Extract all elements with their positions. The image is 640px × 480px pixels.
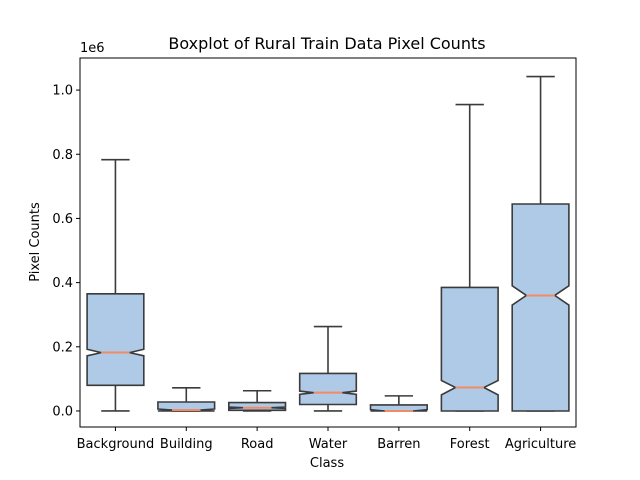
box-barren — [369, 395, 429, 412]
x-tick-label: Building — [160, 437, 213, 452]
x-tick-label: Road — [241, 437, 274, 452]
box-background — [86, 158, 145, 412]
box-body — [157, 401, 216, 412]
y-tick-label: 1.0 — [52, 84, 73, 99]
box-water — [298, 325, 358, 412]
box-body — [440, 286, 499, 412]
box-agriculture — [511, 75, 570, 412]
x-axis-label: Class — [310, 456, 344, 471]
x-tick-label: Background — [77, 437, 155, 452]
y-offset-label: 1e6 — [80, 41, 105, 56]
box-body — [86, 292, 145, 387]
y-axis-label: Pixel Counts — [28, 202, 43, 282]
y-tick-label: 0.4 — [52, 276, 73, 291]
x-tick-label: Barren — [377, 437, 420, 452]
y-tick-label: 0.6 — [52, 212, 73, 227]
y-tick-label: 0.8 — [52, 148, 73, 163]
axes: 0.0 0.2 0.4 0.6 0.8 1.0 Background Building Road… — [52, 84, 576, 452]
box-body — [511, 203, 570, 412]
box-forest — [440, 103, 499, 412]
x-tick-label: Water — [309, 437, 348, 452]
box-body — [228, 401, 287, 412]
chart-title: Boxplot of Rural Train Data Pixel Counts — [168, 34, 485, 53]
x-tick-label: Agriculture — [505, 437, 577, 452]
y-tick-label: 0.2 — [52, 340, 73, 355]
box-body — [298, 372, 358, 406]
box-road — [228, 389, 287, 412]
plot-area — [86, 75, 570, 412]
y-tick-label: 0.0 — [52, 404, 73, 419]
box-body — [369, 404, 429, 412]
x-tick-label: Forest — [450, 437, 490, 452]
box-building — [157, 387, 216, 412]
